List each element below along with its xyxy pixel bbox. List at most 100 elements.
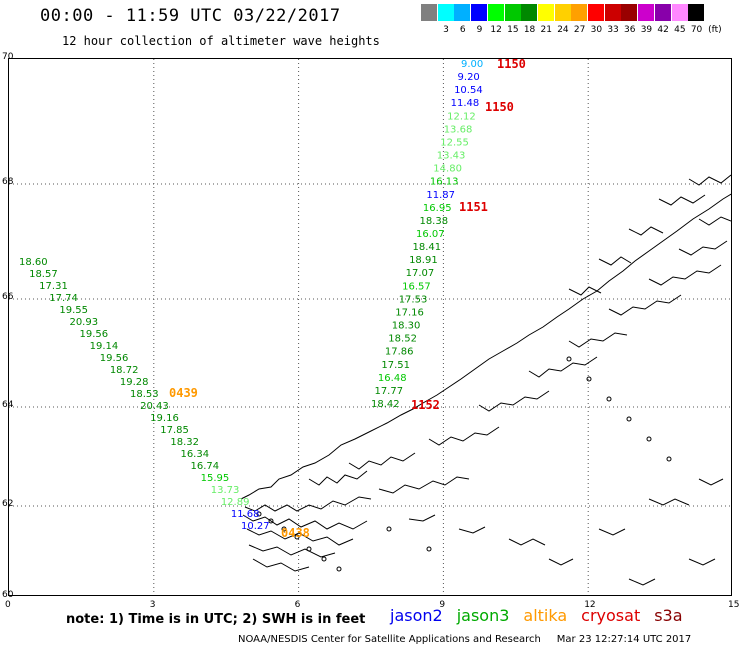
longitude-tick-label: 3 <box>149 600 156 610</box>
wave-height-label: 16.48 <box>378 373 407 384</box>
page-title: 00:00 - 11:59 UTC 03/22/2017 <box>40 6 341 26</box>
island-outline <box>626 416 632 422</box>
scale-label: 18 <box>523 25 536 35</box>
note-text: note: 1) Time is in UTC; 2) SWH is in fe… <box>66 612 366 627</box>
map-canvas: 18.6018.5717.3117.7419.5520.9319.5619.14… <box>9 59 731 595</box>
pass-time-label: 0439 <box>169 386 198 400</box>
wave-height-label: 12.89 <box>221 497 250 508</box>
scale-label: 42 <box>657 25 669 35</box>
wave-height-label: 19.16 <box>150 413 179 424</box>
scale-swatch <box>537 4 554 21</box>
satellite-legend: jason2 jason3 altika cryosat s3a <box>390 606 697 625</box>
scale-swatch <box>454 4 471 21</box>
pass-time-label: 0438 <box>281 526 310 540</box>
wave-height-label: 9.20 <box>458 72 480 83</box>
wave-height-label: 19.28 <box>120 377 149 388</box>
island-outline <box>666 456 672 462</box>
wave-height-label: 13.43 <box>437 151 466 162</box>
pass-time-label: 1151 <box>459 200 488 214</box>
scale-swatch <box>487 4 504 21</box>
scale-label: 39 <box>640 25 653 35</box>
scale-swatch <box>688 4 705 21</box>
scale-label: 70 <box>690 25 703 35</box>
scale-swatch <box>421 4 437 21</box>
scale-label: 12 <box>490 25 502 35</box>
wave-height-label: 17.53 <box>399 294 428 305</box>
wave-height-label: 19.55 <box>59 305 88 316</box>
coastline-segment <box>568 286 602 296</box>
wave-height-label: 20.93 <box>69 317 98 328</box>
coastline-segment <box>252 558 310 572</box>
coastline-segment <box>598 256 632 266</box>
latitude-tick-label: 64 <box>2 400 14 410</box>
coastline-segment <box>240 193 731 500</box>
wave-height-label: 17.77 <box>374 386 403 397</box>
scale-label: 6 <box>459 25 466 35</box>
coastline-segment <box>698 478 724 486</box>
coastline-segment <box>678 240 728 256</box>
wave-height-label: 17.51 <box>381 360 410 371</box>
wave-height-label: 19.56 <box>100 353 129 364</box>
scale-label: 24 <box>557 25 569 35</box>
latitude-tick-label: 68 <box>2 177 14 187</box>
island-outline <box>306 546 312 552</box>
scale-swatch <box>521 4 538 21</box>
coastline-segment <box>244 496 372 512</box>
island-outline <box>566 356 572 362</box>
wave-height-label: 17.86 <box>385 347 414 358</box>
latitude-tick-label: 66 <box>2 292 14 302</box>
coastline-segment <box>648 264 722 286</box>
scale-label: 30 <box>590 25 603 35</box>
coastline-segment <box>458 526 486 534</box>
scale-swatch <box>554 4 571 21</box>
scale-label: 21 <box>540 25 552 35</box>
coastline-segment <box>568 332 628 348</box>
coastline-segment <box>246 528 354 546</box>
wave-height-label: 10.54 <box>454 85 483 96</box>
scale-swatch <box>638 4 655 21</box>
wave-height-label: 18.53 <box>130 389 159 400</box>
wave-height-label: 17.16 <box>395 307 424 318</box>
coastline-segment <box>528 356 598 378</box>
island-outline <box>426 546 432 552</box>
wave-height-label: 18.60 <box>19 257 48 268</box>
wave-height-label: 12.12 <box>447 111 476 122</box>
graticule <box>9 59 731 595</box>
coastline-segment <box>428 426 500 446</box>
coastline-segment <box>628 578 656 586</box>
wave-height-label: 16.95 <box>423 203 452 214</box>
scale-label: 27 <box>573 25 586 35</box>
footer-timestamp: Mar 23 12:27:14 UTC 2017 <box>556 634 692 645</box>
wave-height-label: 14.80 <box>433 164 462 175</box>
coastline-segment <box>248 544 336 558</box>
coastline-segment <box>378 476 470 494</box>
coastline-segment <box>348 452 416 470</box>
scale-swatch <box>654 4 671 21</box>
island-outline <box>256 511 262 517</box>
scale-unit-label: (ft) <box>708 25 722 35</box>
scale-swatch <box>504 4 521 21</box>
island-outline <box>646 436 652 442</box>
scale-swatch <box>471 4 488 21</box>
island-outline <box>386 526 392 532</box>
wave-height-label: 10.27 <box>241 521 270 532</box>
coastline-segment <box>688 558 716 566</box>
latitude-tick-label: 62 <box>2 499 14 509</box>
legend-item-jason2: jason2 <box>390 606 443 625</box>
wave-height-label: 20.43 <box>140 401 169 412</box>
pass-time-label: 1152 <box>411 398 440 412</box>
wave-height-label: 13.68 <box>444 124 473 135</box>
wave-height-label: 17.85 <box>160 425 189 436</box>
wave-height-label: 19.14 <box>90 341 119 352</box>
longitude-tick-label: 0 <box>5 600 11 610</box>
wave-height-label: 18.32 <box>170 437 199 448</box>
latitude-tick-label: 70 <box>2 52 14 62</box>
wave-height-label: 12.55 <box>440 137 469 148</box>
scale-label: 45 <box>674 25 686 35</box>
latitude-tick-label: 60 <box>2 590 14 600</box>
wave-height-label: 11.87 <box>426 190 455 201</box>
island-outline <box>606 396 612 402</box>
wave-height-label: 18.72 <box>110 365 139 376</box>
wave-height-label: 15.95 <box>201 473 230 484</box>
